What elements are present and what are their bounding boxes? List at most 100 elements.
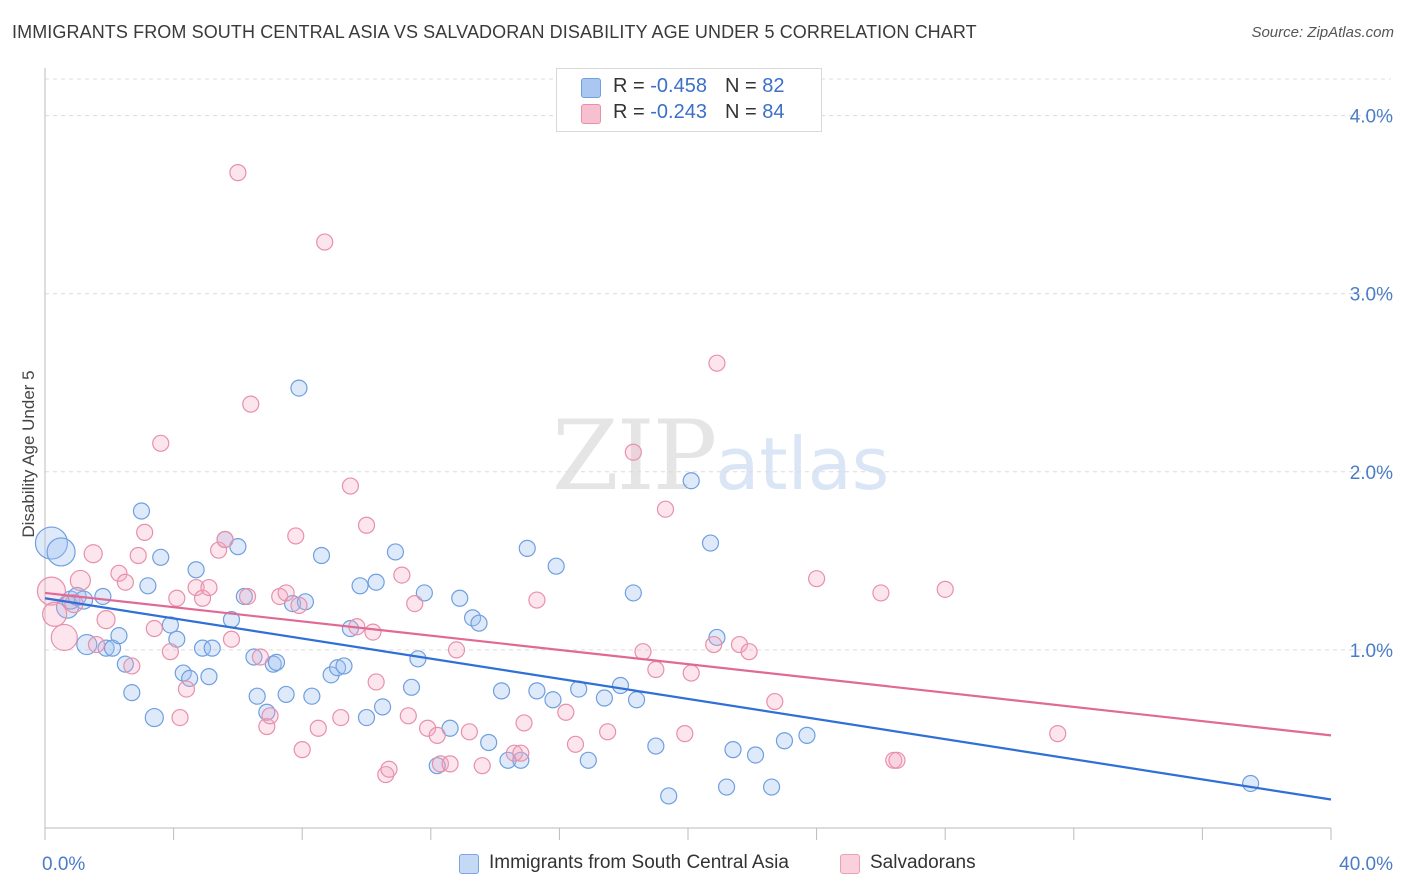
data-point <box>312 546 331 565</box>
data-point <box>579 751 597 769</box>
x-tick-label-max: 40.0% <box>1339 854 1393 875</box>
data-point <box>402 678 421 696</box>
data-point <box>34 526 69 560</box>
data-point <box>936 580 954 598</box>
n-label: N = <box>724 75 763 97</box>
data-point <box>316 233 334 251</box>
data-point <box>557 703 575 721</box>
y-tick-label: 3.0% <box>1350 285 1393 306</box>
data-point <box>203 639 221 657</box>
data-point <box>798 726 816 744</box>
data-point <box>132 502 151 520</box>
data-point <box>187 561 205 579</box>
n-value: 84 <box>762 101 785 123</box>
data-point <box>872 584 890 602</box>
data-point <box>200 668 218 686</box>
data-point <box>701 534 720 552</box>
data-point <box>36 576 67 606</box>
data-point <box>181 669 199 688</box>
data-point <box>406 594 424 613</box>
data-point <box>267 653 286 671</box>
data-point <box>293 741 311 759</box>
data-point <box>332 708 350 727</box>
legend-text: R = -0.458 N = 82 <box>613 75 784 98</box>
data-point <box>647 660 665 679</box>
n-value: 82 <box>762 75 785 97</box>
data-point <box>283 594 302 613</box>
data-point <box>144 707 164 728</box>
data-point <box>290 596 308 614</box>
data-point <box>627 691 646 709</box>
series-south-central-asia <box>34 379 1260 805</box>
data-point <box>367 673 385 691</box>
data-point <box>245 648 263 666</box>
stats-legend: R = -0.458 N = 82 R = -0.243 N = 84 <box>556 68 822 132</box>
y-tick-label: 2.0% <box>1350 463 1393 484</box>
data-point <box>367 573 385 591</box>
data-point <box>46 537 76 567</box>
data-point <box>624 443 642 461</box>
data-point <box>480 733 498 752</box>
legend-swatch-pink <box>581 104 601 124</box>
data-point <box>96 610 116 630</box>
data-point <box>1242 774 1260 793</box>
data-point <box>123 684 141 702</box>
data-point <box>116 655 134 673</box>
data-point <box>97 639 115 657</box>
data-point <box>431 755 450 773</box>
data-point <box>129 546 147 565</box>
data-point <box>251 648 270 666</box>
data-point <box>287 527 305 545</box>
trend-line-salvadorans <box>44 591 1332 737</box>
data-point <box>492 682 511 700</box>
data-point <box>470 614 488 632</box>
data-point <box>676 725 694 743</box>
data-point <box>50 623 78 652</box>
data-point <box>364 623 382 641</box>
data-point <box>94 587 112 606</box>
data-point <box>595 689 614 707</box>
data-point <box>724 741 742 759</box>
data-point <box>177 680 196 698</box>
r-value: -0.458 <box>650 75 707 97</box>
data-point <box>705 635 723 654</box>
data-point <box>200 578 218 597</box>
data-point <box>351 577 369 595</box>
data-point <box>807 570 826 588</box>
data-point <box>611 676 630 695</box>
data-point <box>193 639 212 657</box>
chart-title: IMMIGRANTS FROM SOUTH CENTRAL ASIA VS SA… <box>12 22 977 42</box>
data-point <box>415 584 433 602</box>
data-point <box>216 530 234 549</box>
watermark-zip: ZIP <box>552 400 717 512</box>
data-point <box>624 584 642 602</box>
data-point <box>717 778 736 796</box>
data-point <box>110 627 128 645</box>
data-point <box>634 643 652 661</box>
data-point <box>515 714 533 732</box>
data-point <box>229 538 247 556</box>
data-point <box>518 539 536 557</box>
data-point <box>277 584 295 602</box>
y-tick-label: 4.0% <box>1350 107 1393 128</box>
data-point <box>309 719 327 737</box>
data-point <box>357 516 376 534</box>
legend-swatch-blue <box>581 78 601 98</box>
data-point <box>682 472 700 490</box>
data-point <box>393 566 411 584</box>
data-point <box>322 666 340 684</box>
data-point <box>428 726 446 744</box>
data-point <box>547 557 565 575</box>
data-point <box>386 543 405 561</box>
data-point <box>229 164 247 182</box>
data-point <box>328 659 347 677</box>
data-point <box>682 664 700 682</box>
data-point <box>505 744 523 762</box>
data-point <box>599 723 617 741</box>
r-label: R = <box>613 101 651 123</box>
data-point <box>303 687 321 705</box>
data-point <box>460 723 478 741</box>
x-tick-label-min: 0.0% <box>42 854 85 875</box>
data-point <box>116 573 134 591</box>
